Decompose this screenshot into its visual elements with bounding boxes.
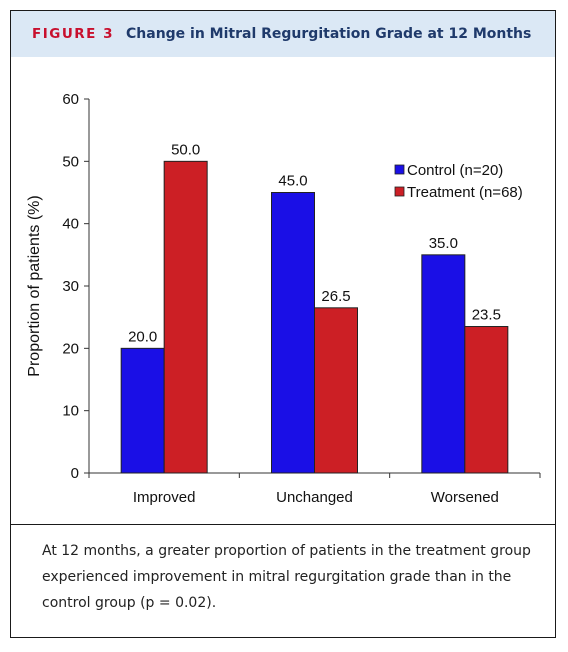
legend-swatch bbox=[394, 186, 405, 197]
data-label: 23.5 bbox=[472, 307, 501, 324]
legend-entry: Control (n=20) bbox=[407, 162, 503, 179]
figure-title: Change in Mitral Regurgitation Grade at … bbox=[126, 26, 532, 42]
figure-panel: FIGURE 3 Change in Mitral Regurgitation … bbox=[10, 10, 556, 638]
bar bbox=[314, 307, 358, 474]
y-tick-label: 10 bbox=[62, 403, 79, 420]
figure-caption: At 12 months, a greater proportion of pa… bbox=[42, 543, 531, 611]
bars: 20.0 45.0 35.0 50.0 26.5 23.5 bbox=[120, 141, 509, 474]
legend: Control (n=20) Treatment (n=68) bbox=[394, 162, 523, 201]
x-tick-label: Unchanged bbox=[276, 489, 353, 506]
legend-entry: Treatment (n=68) bbox=[407, 184, 523, 201]
x-axis: Improved Unchanged Worsened bbox=[88, 472, 541, 506]
data-label: 26.5 bbox=[321, 288, 350, 305]
figure-header: FIGURE 3 Change in Mitral Regurgitation … bbox=[11, 11, 555, 57]
y-tick-label: 0 bbox=[71, 465, 79, 482]
legend-swatch bbox=[394, 164, 405, 175]
x-tick-label: Worsened bbox=[431, 489, 499, 506]
data-label: 20.0 bbox=[128, 328, 157, 345]
y-tick-label: 20 bbox=[62, 340, 79, 357]
y-tick-label: 40 bbox=[62, 216, 79, 233]
figure-label: FIGURE 3 bbox=[32, 26, 114, 42]
y-axis: 0 10 20 30 40 50 60 bbox=[62, 91, 90, 482]
bar bbox=[163, 160, 208, 474]
bar bbox=[271, 192, 315, 474]
x-tick-label: Improved bbox=[133, 489, 196, 506]
y-axis-label: Proportion of patients (%) bbox=[26, 195, 43, 376]
data-label: 35.0 bbox=[429, 235, 458, 252]
bar bbox=[120, 347, 165, 474]
y-tick-label: 30 bbox=[62, 278, 79, 295]
y-tick-label: 60 bbox=[62, 91, 79, 108]
bar bbox=[464, 326, 509, 474]
data-label: 45.0 bbox=[278, 173, 307, 190]
data-label: 50.0 bbox=[171, 141, 200, 158]
bar bbox=[421, 254, 466, 474]
caption-divider bbox=[11, 524, 555, 525]
y-tick-label: 50 bbox=[62, 153, 79, 170]
